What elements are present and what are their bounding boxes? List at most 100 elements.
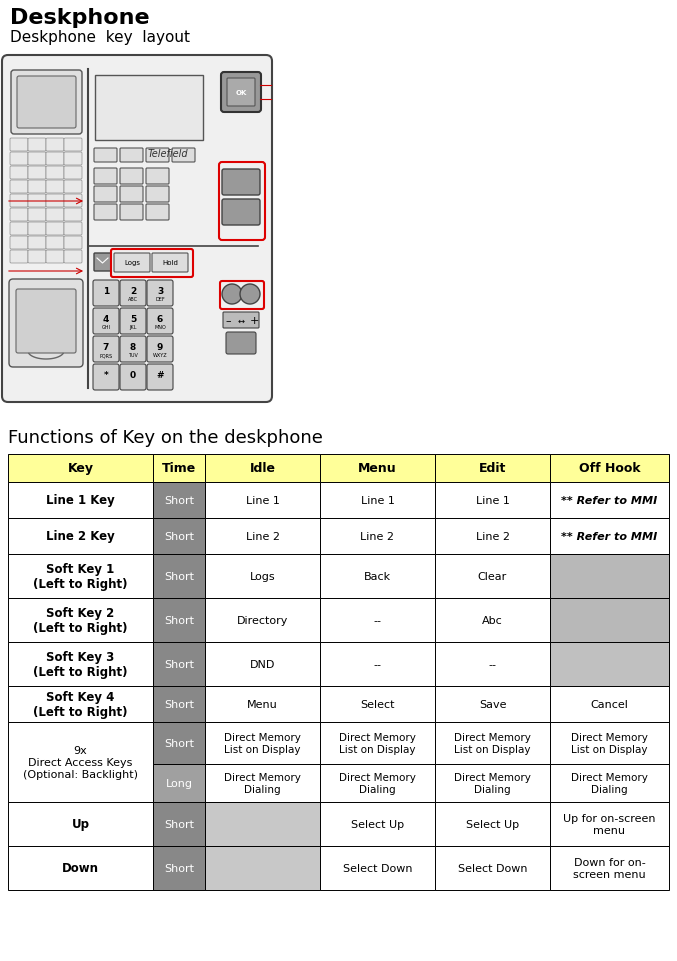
FancyBboxPatch shape (64, 236, 82, 250)
FancyBboxPatch shape (94, 169, 117, 185)
Bar (153, 455, 205, 482)
Text: 3: 3 (157, 287, 163, 296)
Bar (205, 455, 320, 482)
Bar (205, 554, 320, 599)
Text: Cancel: Cancel (590, 700, 628, 709)
FancyBboxPatch shape (120, 149, 143, 162)
FancyBboxPatch shape (93, 364, 119, 390)
Text: Select Up: Select Up (351, 819, 404, 829)
Text: Select Down: Select Down (343, 863, 412, 874)
Text: Time: Time (162, 462, 196, 475)
Text: 2: 2 (130, 287, 136, 296)
FancyBboxPatch shape (222, 284, 242, 305)
Text: Long: Long (165, 778, 192, 788)
Text: Soft Key 4
(Left to Right): Soft Key 4 (Left to Right) (33, 690, 128, 718)
FancyBboxPatch shape (146, 149, 169, 162)
FancyBboxPatch shape (2, 56, 272, 403)
Bar (153, 482, 205, 519)
Text: --: -- (374, 659, 382, 669)
Bar (153, 519, 205, 554)
Text: Short: Short (164, 863, 194, 874)
Text: Key: Key (68, 462, 93, 475)
Bar (550, 764, 669, 802)
Bar (320, 846, 435, 890)
Text: ABC: ABC (128, 297, 138, 302)
Bar (435, 554, 550, 599)
FancyBboxPatch shape (120, 336, 146, 362)
FancyBboxPatch shape (28, 195, 46, 208)
Text: Direct Memory
List on Display: Direct Memory List on Display (339, 732, 416, 754)
FancyBboxPatch shape (94, 205, 117, 221)
FancyBboxPatch shape (46, 209, 64, 222)
Text: Select Down: Select Down (458, 863, 527, 874)
FancyBboxPatch shape (10, 223, 28, 235)
Bar (8, 642, 153, 686)
Text: Menu: Menu (247, 700, 278, 709)
FancyBboxPatch shape (94, 254, 111, 272)
FancyBboxPatch shape (223, 312, 259, 329)
Bar (435, 642, 550, 686)
Text: Abc: Abc (482, 615, 503, 626)
FancyBboxPatch shape (222, 170, 260, 196)
Text: Line 1 Key: Line 1 Key (46, 494, 115, 507)
FancyBboxPatch shape (64, 223, 82, 235)
Bar (435, 846, 550, 890)
Text: TUV: TUV (128, 353, 138, 358)
FancyBboxPatch shape (28, 209, 46, 222)
FancyBboxPatch shape (11, 71, 82, 135)
Text: 7: 7 (103, 343, 109, 352)
Text: 9x
Direct Access Keys
(Optional: Backlight): 9x Direct Access Keys (Optional: Backlig… (23, 746, 138, 778)
Text: GHI: GHI (102, 325, 110, 331)
FancyBboxPatch shape (10, 195, 28, 208)
Bar (320, 599, 435, 642)
Bar (205, 482, 320, 519)
FancyBboxPatch shape (28, 167, 46, 180)
FancyBboxPatch shape (28, 153, 46, 166)
Text: Edit: Edit (479, 462, 506, 475)
Text: Line 2: Line 2 (475, 531, 510, 541)
FancyBboxPatch shape (93, 336, 119, 362)
FancyBboxPatch shape (10, 153, 28, 166)
Text: Short: Short (164, 615, 194, 626)
Bar (205, 802, 320, 846)
Bar (320, 764, 435, 802)
Text: Down for on-
screen menu: Down for on- screen menu (573, 857, 646, 879)
Bar (435, 599, 550, 642)
Text: 5: 5 (130, 315, 136, 324)
Text: Direct Memory
List on Display: Direct Memory List on Display (454, 732, 531, 754)
Bar (550, 802, 669, 846)
Bar (153, 764, 205, 802)
Text: Idle: Idle (250, 462, 276, 475)
FancyBboxPatch shape (64, 138, 82, 152)
FancyBboxPatch shape (28, 181, 46, 194)
Bar (95, 76, 203, 141)
Text: 6: 6 (157, 315, 163, 324)
Text: Menu: Menu (358, 462, 397, 475)
FancyBboxPatch shape (28, 236, 46, 250)
Bar (205, 519, 320, 554)
Text: Select Up: Select Up (466, 819, 519, 829)
Bar (205, 846, 320, 890)
FancyBboxPatch shape (64, 153, 82, 166)
FancyBboxPatch shape (64, 181, 82, 194)
FancyBboxPatch shape (94, 149, 117, 162)
Bar (435, 519, 550, 554)
Bar (8, 802, 153, 846)
Bar (205, 686, 320, 723)
Text: ** Refer to MMI: ** Refer to MMI (561, 531, 657, 541)
FancyBboxPatch shape (147, 336, 173, 362)
Bar (435, 764, 550, 802)
Bar (550, 519, 669, 554)
Text: Up for on-screen
menu: Up for on-screen menu (563, 813, 656, 835)
FancyBboxPatch shape (93, 281, 119, 307)
Bar (153, 723, 205, 764)
Bar (550, 723, 669, 764)
Text: –: – (225, 315, 231, 326)
Bar (205, 642, 320, 686)
Text: JKL: JKL (129, 325, 137, 331)
Text: Short: Short (164, 572, 194, 581)
Text: Soft Key 2
(Left to Right): Soft Key 2 (Left to Right) (33, 606, 128, 634)
FancyBboxPatch shape (28, 223, 46, 235)
Text: Telefield: Telefield (148, 149, 188, 159)
FancyBboxPatch shape (10, 181, 28, 194)
